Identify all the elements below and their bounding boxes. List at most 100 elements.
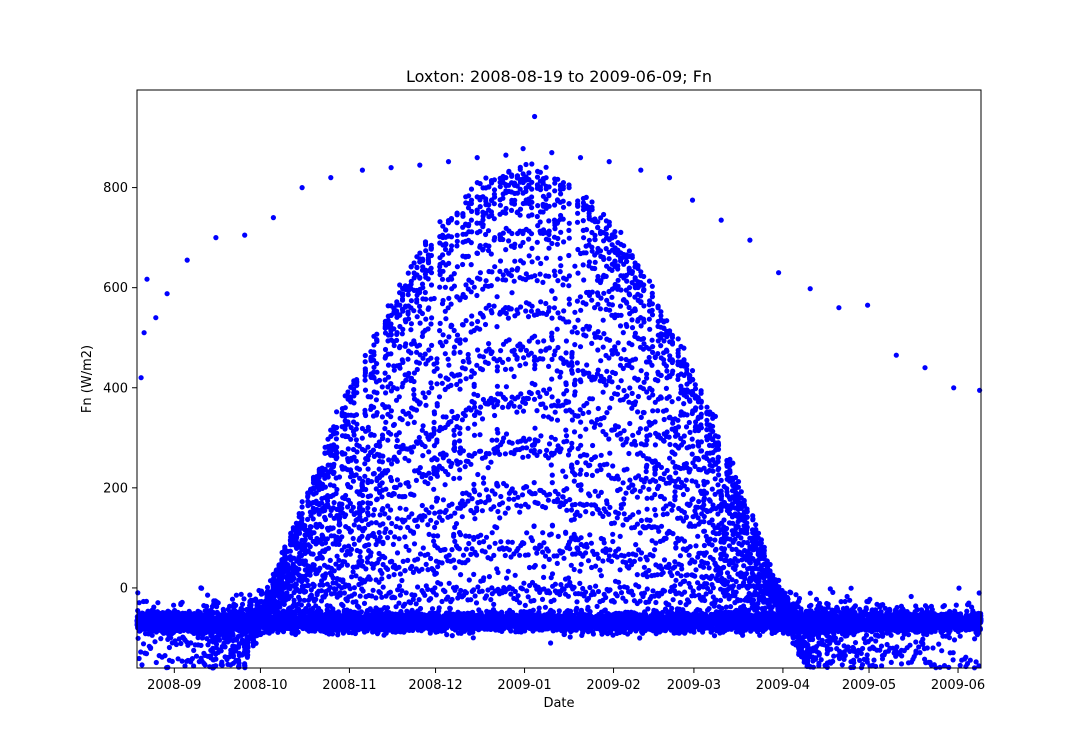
data-point [457,372,463,378]
data-point [382,511,388,517]
data-point [319,524,325,530]
data-point [354,390,360,396]
data-point [428,380,434,386]
data-point [457,425,463,431]
data-point [295,629,301,635]
data-point [179,658,185,664]
data-point [406,316,412,322]
data-point [409,449,415,455]
data-point [380,453,386,459]
data-point [436,394,443,400]
data-point [422,592,428,598]
data-point [460,448,466,454]
data-point [351,522,357,528]
data-point [411,541,418,547]
data-point [239,601,246,608]
data-point [374,369,380,375]
data-point [367,500,374,506]
data-point [458,532,464,538]
data-point [388,414,394,420]
data-point [419,310,425,317]
data-point [293,581,299,588]
data-point [363,566,369,572]
data-point [429,342,435,348]
data-point [362,352,368,359]
data-point [394,330,400,336]
data-point [417,465,423,471]
data-point [434,356,440,362]
data-point [245,639,251,645]
data-point [426,305,432,311]
data-point [368,520,375,526]
data-point [451,271,457,277]
data-point [178,640,184,647]
data-point [454,211,460,217]
data-point [446,334,452,340]
data-point [440,497,446,503]
data-point [425,260,432,266]
data-point [420,258,426,264]
data-point [465,425,471,431]
data-point [426,531,432,538]
data-point [351,591,358,597]
data-point [354,421,360,427]
data-point [149,632,155,638]
data-point [451,344,458,350]
data-point [463,546,469,552]
data-point [437,509,444,515]
data-point [356,604,362,610]
data-point [406,458,412,464]
data-point [446,552,452,558]
data-point [227,603,233,609]
data-point [414,264,420,271]
data-point [374,338,380,344]
data-point [394,477,400,483]
data-point [454,243,460,249]
data-point [446,580,452,586]
data-point [373,397,379,403]
data-point [219,662,225,668]
data-point [165,664,171,671]
data-point [296,530,303,536]
data-point [368,550,374,556]
data-point [442,546,448,553]
data-point [334,454,340,461]
data-point [452,439,458,445]
data-point [468,597,474,603]
data-point [414,299,420,305]
data-point [349,574,355,580]
data-point [431,295,437,302]
data-point [422,289,428,296]
data-point [416,434,422,441]
data-point [446,362,452,368]
data-point [323,592,329,598]
data-point [468,186,475,192]
data-point [428,265,434,271]
data-point [423,296,429,302]
data-point [462,413,468,419]
data-point [417,303,423,309]
data-point [460,552,467,558]
data-point [379,570,385,577]
data-point [359,435,365,441]
data-point [443,316,449,322]
data-point [457,459,463,465]
data-point [408,321,414,327]
data-point [403,590,409,596]
data-point [392,595,398,601]
data-point [447,606,453,612]
data-point [297,597,303,603]
data-point [400,359,406,365]
data-point [409,511,415,517]
data-point [379,494,385,500]
data-point [411,308,417,314]
data-point [371,404,377,410]
data-point [334,409,340,415]
data-point [153,659,159,666]
data-point [457,337,463,343]
data-point [385,362,392,368]
data-point [449,323,455,329]
data-point [452,510,458,516]
data-point [158,636,164,642]
